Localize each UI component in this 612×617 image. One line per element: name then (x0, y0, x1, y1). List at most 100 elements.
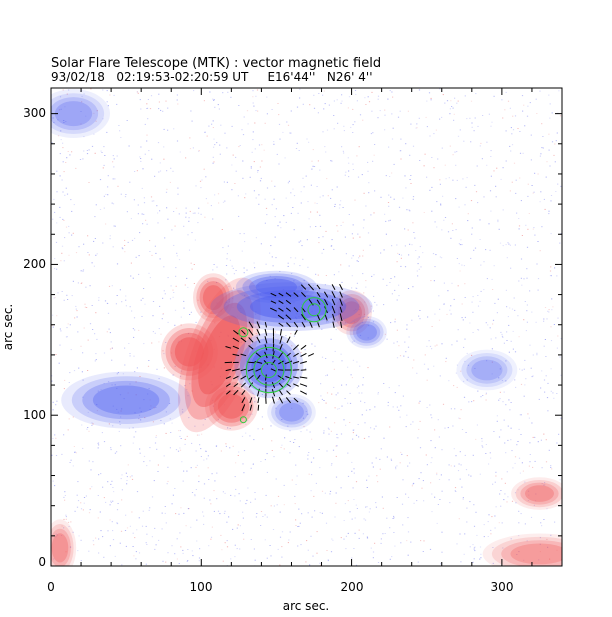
noise-speck (548, 309, 550, 311)
noise-speck (212, 127, 214, 128)
noise-speck (388, 205, 390, 207)
noise-speck (144, 303, 146, 305)
noise-speck (373, 295, 375, 297)
noise-speck (58, 362, 60, 364)
noise-speck (445, 361, 447, 363)
noise-speck (351, 377, 353, 379)
noise-speck (52, 314, 54, 316)
noise-speck (464, 338, 466, 340)
noise-speck (467, 213, 469, 215)
noise-speck (149, 277, 151, 279)
noise-speck (343, 311, 345, 313)
noise-speck (136, 529, 138, 531)
noise-speck (166, 207, 168, 209)
noise-speck (431, 157, 433, 158)
noise-speck (191, 268, 193, 270)
noise-speck (128, 427, 130, 429)
region-negative-5 (234, 332, 304, 399)
noise-speck (179, 151, 181, 153)
noise-speck (319, 169, 321, 171)
noise-speck (74, 317, 76, 319)
noise-speck (502, 245, 504, 247)
noise-speck (176, 252, 178, 254)
noise-speck (125, 299, 127, 301)
noise-speck (328, 104, 330, 106)
noise-speck (247, 487, 249, 489)
noise-speck (333, 274, 335, 276)
noise-speck (60, 260, 62, 262)
noise-speck (357, 176, 360, 178)
noise-speck (396, 329, 398, 331)
noise-speck (491, 361, 493, 363)
noise-speck (495, 471, 497, 473)
noise-speck (388, 387, 390, 389)
noise-speck (494, 515, 496, 517)
noise-speck (232, 528, 234, 530)
noise-speck (390, 278, 392, 279)
noise-speck (107, 194, 109, 196)
noise-speck (311, 516, 313, 518)
noise-speck (155, 544, 157, 546)
noise-speck (142, 510, 144, 512)
noise-speck (59, 96, 62, 98)
noise-speck (179, 435, 181, 437)
noise-speck (219, 153, 221, 155)
noise-speck (139, 376, 141, 377)
noise-speck (439, 375, 441, 377)
noise-speck (122, 248, 124, 250)
noise-speck (279, 138, 281, 140)
noise-speck (559, 356, 561, 358)
noise-speck (178, 563, 180, 564)
noise-speck (227, 427, 229, 429)
noise-speck (549, 275, 552, 277)
noise-speck (281, 419, 283, 420)
noise-speck (69, 462, 71, 463)
noise-speck (443, 282, 445, 284)
noise-speck (66, 193, 69, 195)
noise-speck (77, 481, 79, 483)
noise-speck (352, 438, 354, 440)
field-vector (316, 284, 321, 290)
noise-speck (377, 481, 379, 483)
noise-speck (307, 512, 309, 514)
noise-speck (384, 129, 386, 131)
noise-speck (154, 175, 156, 177)
noise-speck (252, 96, 254, 98)
noise-speck (375, 425, 377, 427)
noise-speck (541, 147, 543, 149)
noise-speck (324, 492, 326, 494)
noise-speck (396, 341, 398, 343)
noise-speck (328, 428, 330, 430)
noise-speck (216, 142, 218, 144)
noise-speck (272, 529, 275, 530)
noise-speck (549, 103, 551, 105)
noise-speck (124, 251, 126, 253)
noise-speck (132, 442, 134, 444)
noise-speck (67, 521, 70, 523)
noise-speck (182, 480, 184, 482)
noise-speck (270, 505, 272, 507)
noise-speck (543, 320, 545, 322)
region-layer (196, 277, 231, 318)
noise-speck (443, 303, 445, 305)
noise-speck (81, 95, 83, 97)
noise-speck (335, 502, 337, 504)
noise-speck (402, 479, 404, 481)
field-vector (339, 298, 343, 306)
noise-speck (403, 355, 405, 357)
noise-speck (216, 302, 218, 304)
noise-speck (260, 511, 263, 512)
noise-speck (250, 467, 252, 469)
noise-speck (213, 99, 215, 101)
noise-speck (483, 536, 485, 538)
noise-speck (397, 116, 400, 118)
noise-speck (222, 491, 224, 493)
noise-speck (341, 384, 343, 386)
noise-speck (530, 516, 533, 518)
noise-speck (211, 473, 213, 475)
noise-speck (65, 226, 68, 228)
noise-speck (153, 407, 155, 409)
noise-speck (407, 346, 410, 348)
noise-speck (174, 488, 176, 489)
noise-speck (448, 177, 450, 179)
